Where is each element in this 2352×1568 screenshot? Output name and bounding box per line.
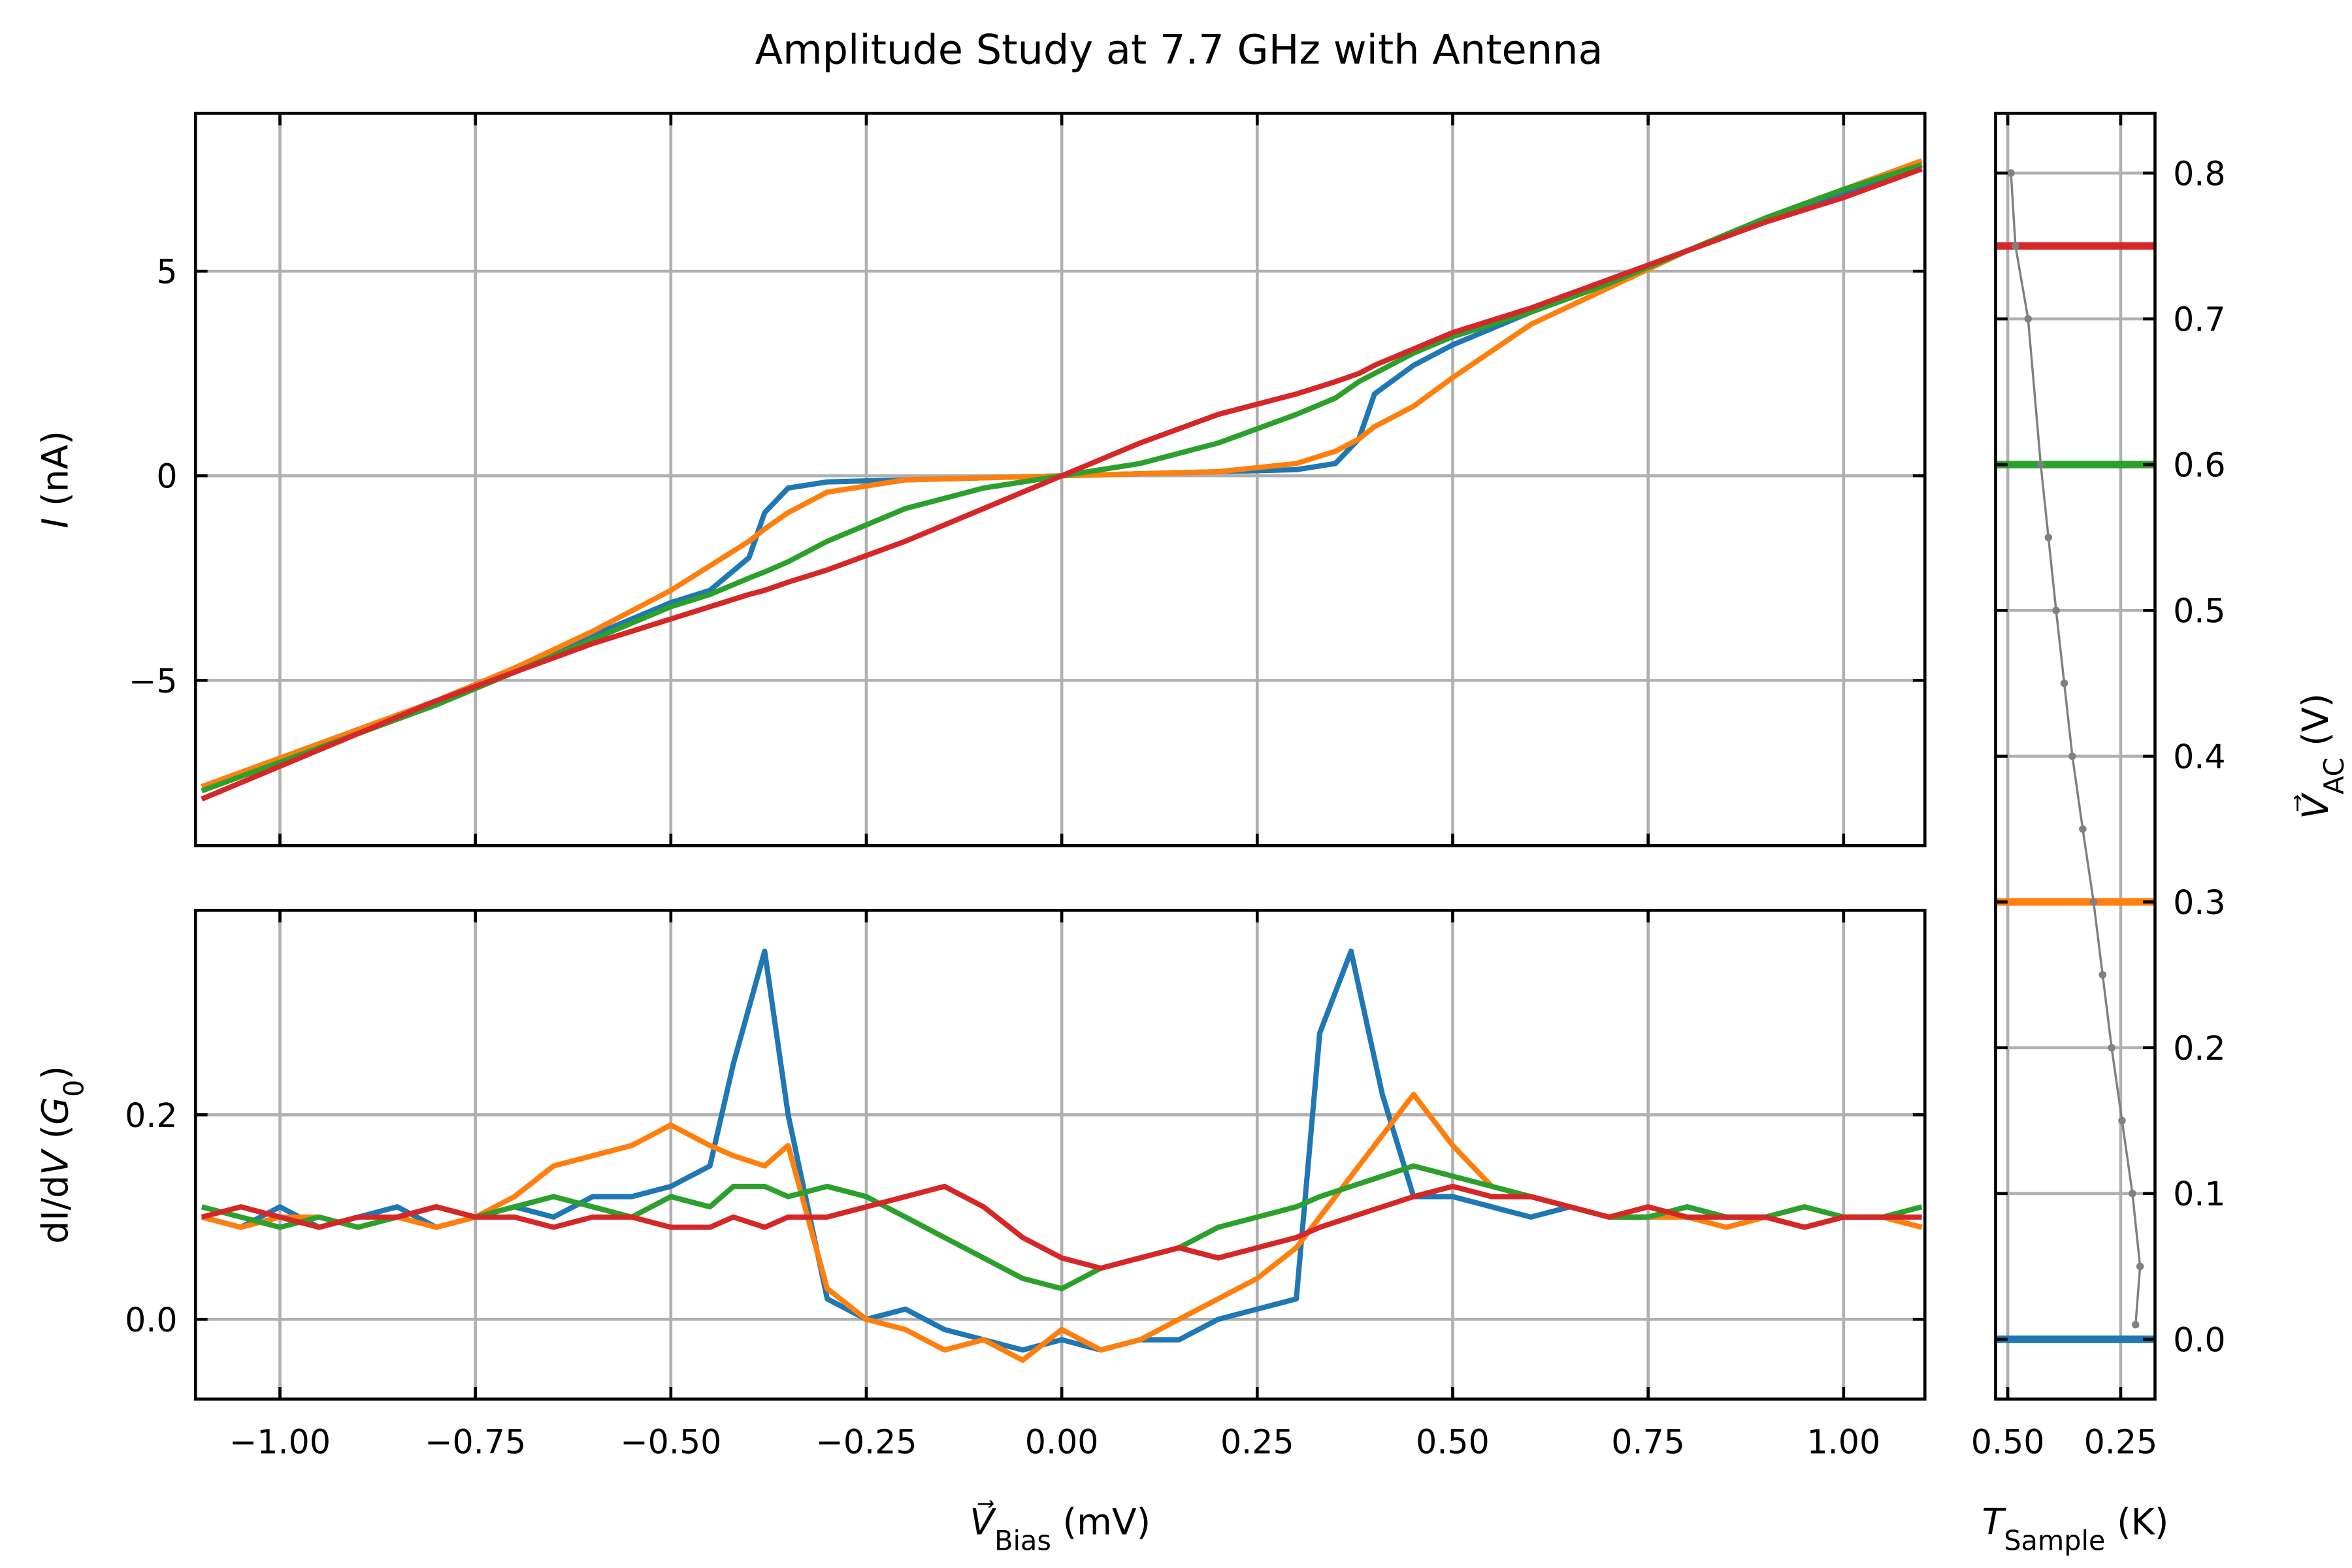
label-part: AC: [2319, 757, 2350, 794]
x-tick-label: 0.00: [1025, 1422, 1099, 1461]
y-tick-label: 0.0: [2173, 1320, 2226, 1359]
y-axis-label: I (nA): [35, 431, 77, 529]
plot-area: [195, 113, 1925, 846]
y-tick-label: 0.3: [2173, 883, 2226, 922]
chart-title: Amplitude Study at 7.7 GHz with Antenna: [755, 25, 1603, 73]
label-part: V⃗: [2294, 792, 2337, 819]
x-tick-label: −0.50: [620, 1422, 721, 1461]
label-part: dI/d: [35, 1175, 77, 1244]
label-part: (V): [2295, 693, 2337, 757]
x-tick-label: 0.50: [1971, 1422, 2045, 1461]
data-line: [201, 1183, 1922, 1271]
x-tick-label: −0.75: [425, 1422, 526, 1461]
y-tick-label: 0.5: [2173, 592, 2226, 630]
data-point: [2108, 1043, 2115, 1052]
data-line: [2010, 172, 2142, 1325]
label-part: G: [35, 1097, 77, 1125]
label-part: ): [35, 1066, 77, 1080]
y-tick-label: 0.1: [2173, 1175, 2226, 1213]
y-tick-label: 0.4: [2173, 738, 2226, 776]
x-axis-label: TSample (K): [1982, 1502, 2168, 1557]
axes-frame: [1994, 112, 2157, 1401]
axes-frame: [193, 112, 1927, 847]
data-point: [2079, 825, 2087, 833]
y-tick-label: 5: [156, 253, 177, 291]
axes-frame: [193, 909, 1927, 1401]
data-point: [2129, 1190, 2136, 1198]
data-point: [2024, 315, 2032, 323]
label-part: (mV): [1051, 1502, 1151, 1544]
label-part: V⃗: [970, 1501, 996, 1544]
data-point: [2136, 1262, 2144, 1271]
data-point: [2052, 606, 2060, 615]
x-axis-label: V⃗Bias (mV): [970, 1501, 1151, 1557]
label-part: 0: [59, 1080, 90, 1097]
x-tick-label: 0.25: [2084, 1422, 2158, 1461]
x-tick-label: −1.00: [229, 1422, 331, 1461]
y-tick-label: 0.6: [2173, 446, 2226, 485]
plot-area: [1995, 113, 2155, 1399]
data-point: [2012, 242, 2019, 250]
label-part: (K): [2106, 1502, 2169, 1544]
x-tick-label: 0.50: [1416, 1422, 1490, 1461]
y-tick-label: 0.8: [2173, 154, 2226, 193]
data-line: [201, 166, 1923, 802]
data-point: [2036, 461, 2045, 468]
y-tick-label: 0.0: [125, 1301, 178, 1339]
y-tick-label: 0.2: [125, 1096, 178, 1135]
data-point: [2118, 1117, 2126, 1125]
label-part: V: [35, 1149, 77, 1175]
x-tick-label: 0.25: [1220, 1422, 1294, 1461]
y-tick-label: 0: [156, 457, 177, 496]
y-tick-label: 0.2: [2173, 1029, 2226, 1068]
label-part: (nA): [35, 431, 77, 517]
y-tick-label: 0.7: [2173, 300, 2226, 338]
label-part: (: [35, 1125, 77, 1151]
data-point: [2007, 169, 2015, 177]
label-part: I: [35, 517, 77, 528]
y-axis-label: V⃗AC (V): [2294, 693, 2350, 819]
y-axis-label: dI/dV (G0): [35, 1066, 90, 1244]
data-point: [2131, 1320, 2140, 1329]
label-part: Sample: [2004, 1526, 2105, 1557]
data-point: [2060, 679, 2068, 687]
data-point: [2068, 752, 2076, 760]
x-tick-label: 0.75: [1611, 1422, 1685, 1461]
x-tick-label: −0.25: [815, 1422, 917, 1461]
label-part: T: [1982, 1502, 2006, 1544]
data-point: [2099, 971, 2107, 979]
y-tick-label: −5: [129, 662, 178, 700]
data-point: [2089, 898, 2098, 906]
label-part: Bias: [994, 1526, 1051, 1557]
data-line: [201, 1163, 1923, 1292]
x-tick-label: 1.00: [1806, 1422, 1880, 1461]
plot-area: [195, 910, 1925, 1399]
data-point: [2044, 533, 2053, 542]
